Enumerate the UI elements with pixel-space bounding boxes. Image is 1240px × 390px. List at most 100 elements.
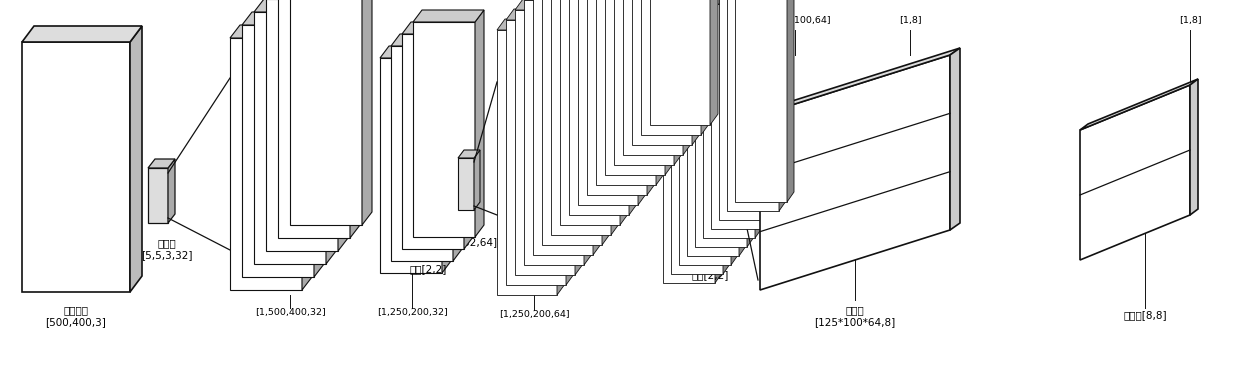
Text: [1,125,100,64]: [1,125,100,64] [760,16,831,25]
Polygon shape [723,39,730,274]
Polygon shape [1080,85,1190,260]
Polygon shape [303,25,312,290]
Polygon shape [458,150,480,158]
Polygon shape [229,25,312,38]
Polygon shape [703,13,755,238]
Polygon shape [680,40,732,265]
Text: [1,8]: [1,8] [899,16,921,25]
Text: 全连接
[125*100*64,8]: 全连接 [125*100*64,8] [815,305,895,326]
Polygon shape [739,21,746,256]
Polygon shape [687,21,746,31]
Text: [1,500,400,32]: [1,500,400,32] [254,308,325,317]
Polygon shape [379,58,441,273]
Polygon shape [542,0,601,245]
Polygon shape [730,161,746,168]
Polygon shape [584,0,591,265]
Polygon shape [671,49,723,274]
Polygon shape [515,10,575,275]
Polygon shape [641,0,701,135]
Polygon shape [596,0,656,185]
Polygon shape [732,30,738,265]
Polygon shape [441,46,451,273]
Polygon shape [593,0,601,255]
Polygon shape [506,9,574,20]
Polygon shape [746,12,754,247]
Polygon shape [474,150,480,210]
Polygon shape [711,0,718,125]
Polygon shape [760,48,960,115]
Polygon shape [254,12,326,264]
Polygon shape [763,0,770,229]
Polygon shape [694,22,746,247]
Polygon shape [760,55,950,290]
Polygon shape [622,0,683,155]
Polygon shape [735,0,787,202]
Polygon shape [551,0,611,235]
Polygon shape [701,0,709,135]
Polygon shape [148,168,167,223]
Polygon shape [663,58,715,283]
Polygon shape [453,34,463,261]
Polygon shape [569,0,629,215]
Text: 卷积核
[5,5,3,32]: 卷积核 [5,5,3,32] [141,238,192,260]
Polygon shape [148,159,175,168]
Polygon shape [727,0,779,211]
Polygon shape [587,0,647,195]
Polygon shape [575,0,583,275]
Polygon shape [22,42,130,292]
Polygon shape [787,0,794,202]
Polygon shape [497,19,565,30]
Polygon shape [614,0,675,165]
Polygon shape [611,0,619,235]
Polygon shape [515,0,583,10]
Polygon shape [290,0,362,225]
Polygon shape [497,30,557,295]
Text: [1,250,200,64]: [1,250,200,64] [498,310,569,319]
Polygon shape [755,3,763,238]
Text: 输入图像
[500,400,3]: 输入图像 [500,400,3] [46,305,107,326]
Polygon shape [650,0,711,125]
Polygon shape [402,34,464,249]
Polygon shape [267,0,339,251]
Polygon shape [413,10,484,22]
Text: 池化[2,2]: 池化[2,2] [692,270,729,280]
Polygon shape [229,38,303,290]
Polygon shape [950,48,960,230]
Polygon shape [711,4,763,229]
Polygon shape [565,9,574,285]
Polygon shape [413,22,475,237]
Polygon shape [687,31,739,256]
Polygon shape [671,39,730,49]
Polygon shape [656,0,663,185]
Polygon shape [601,0,610,245]
Text: [1,8]: [1,8] [1179,16,1202,25]
Polygon shape [719,0,771,220]
Polygon shape [779,0,786,211]
Polygon shape [326,0,336,264]
Polygon shape [715,48,722,283]
Polygon shape [692,0,701,145]
Polygon shape [730,168,742,208]
Polygon shape [254,0,336,12]
Text: 卷积核
[5,5,32,64]: 卷积核 [5,5,32,64] [439,225,497,246]
Polygon shape [629,0,637,215]
Polygon shape [675,0,682,165]
Polygon shape [771,0,777,220]
Polygon shape [314,12,324,277]
Polygon shape [339,0,348,251]
Polygon shape [703,3,763,13]
Polygon shape [506,20,565,285]
Polygon shape [683,0,691,155]
Polygon shape [525,0,584,265]
Polygon shape [560,0,620,225]
Polygon shape [242,12,324,25]
Polygon shape [362,0,372,225]
Polygon shape [1190,79,1198,215]
Polygon shape [458,158,474,210]
Text: 全连接[8,8]: 全连接[8,8] [1123,310,1167,320]
Polygon shape [350,0,360,238]
Polygon shape [402,22,472,34]
Polygon shape [379,46,451,58]
Polygon shape [391,34,463,46]
Polygon shape [578,0,639,205]
